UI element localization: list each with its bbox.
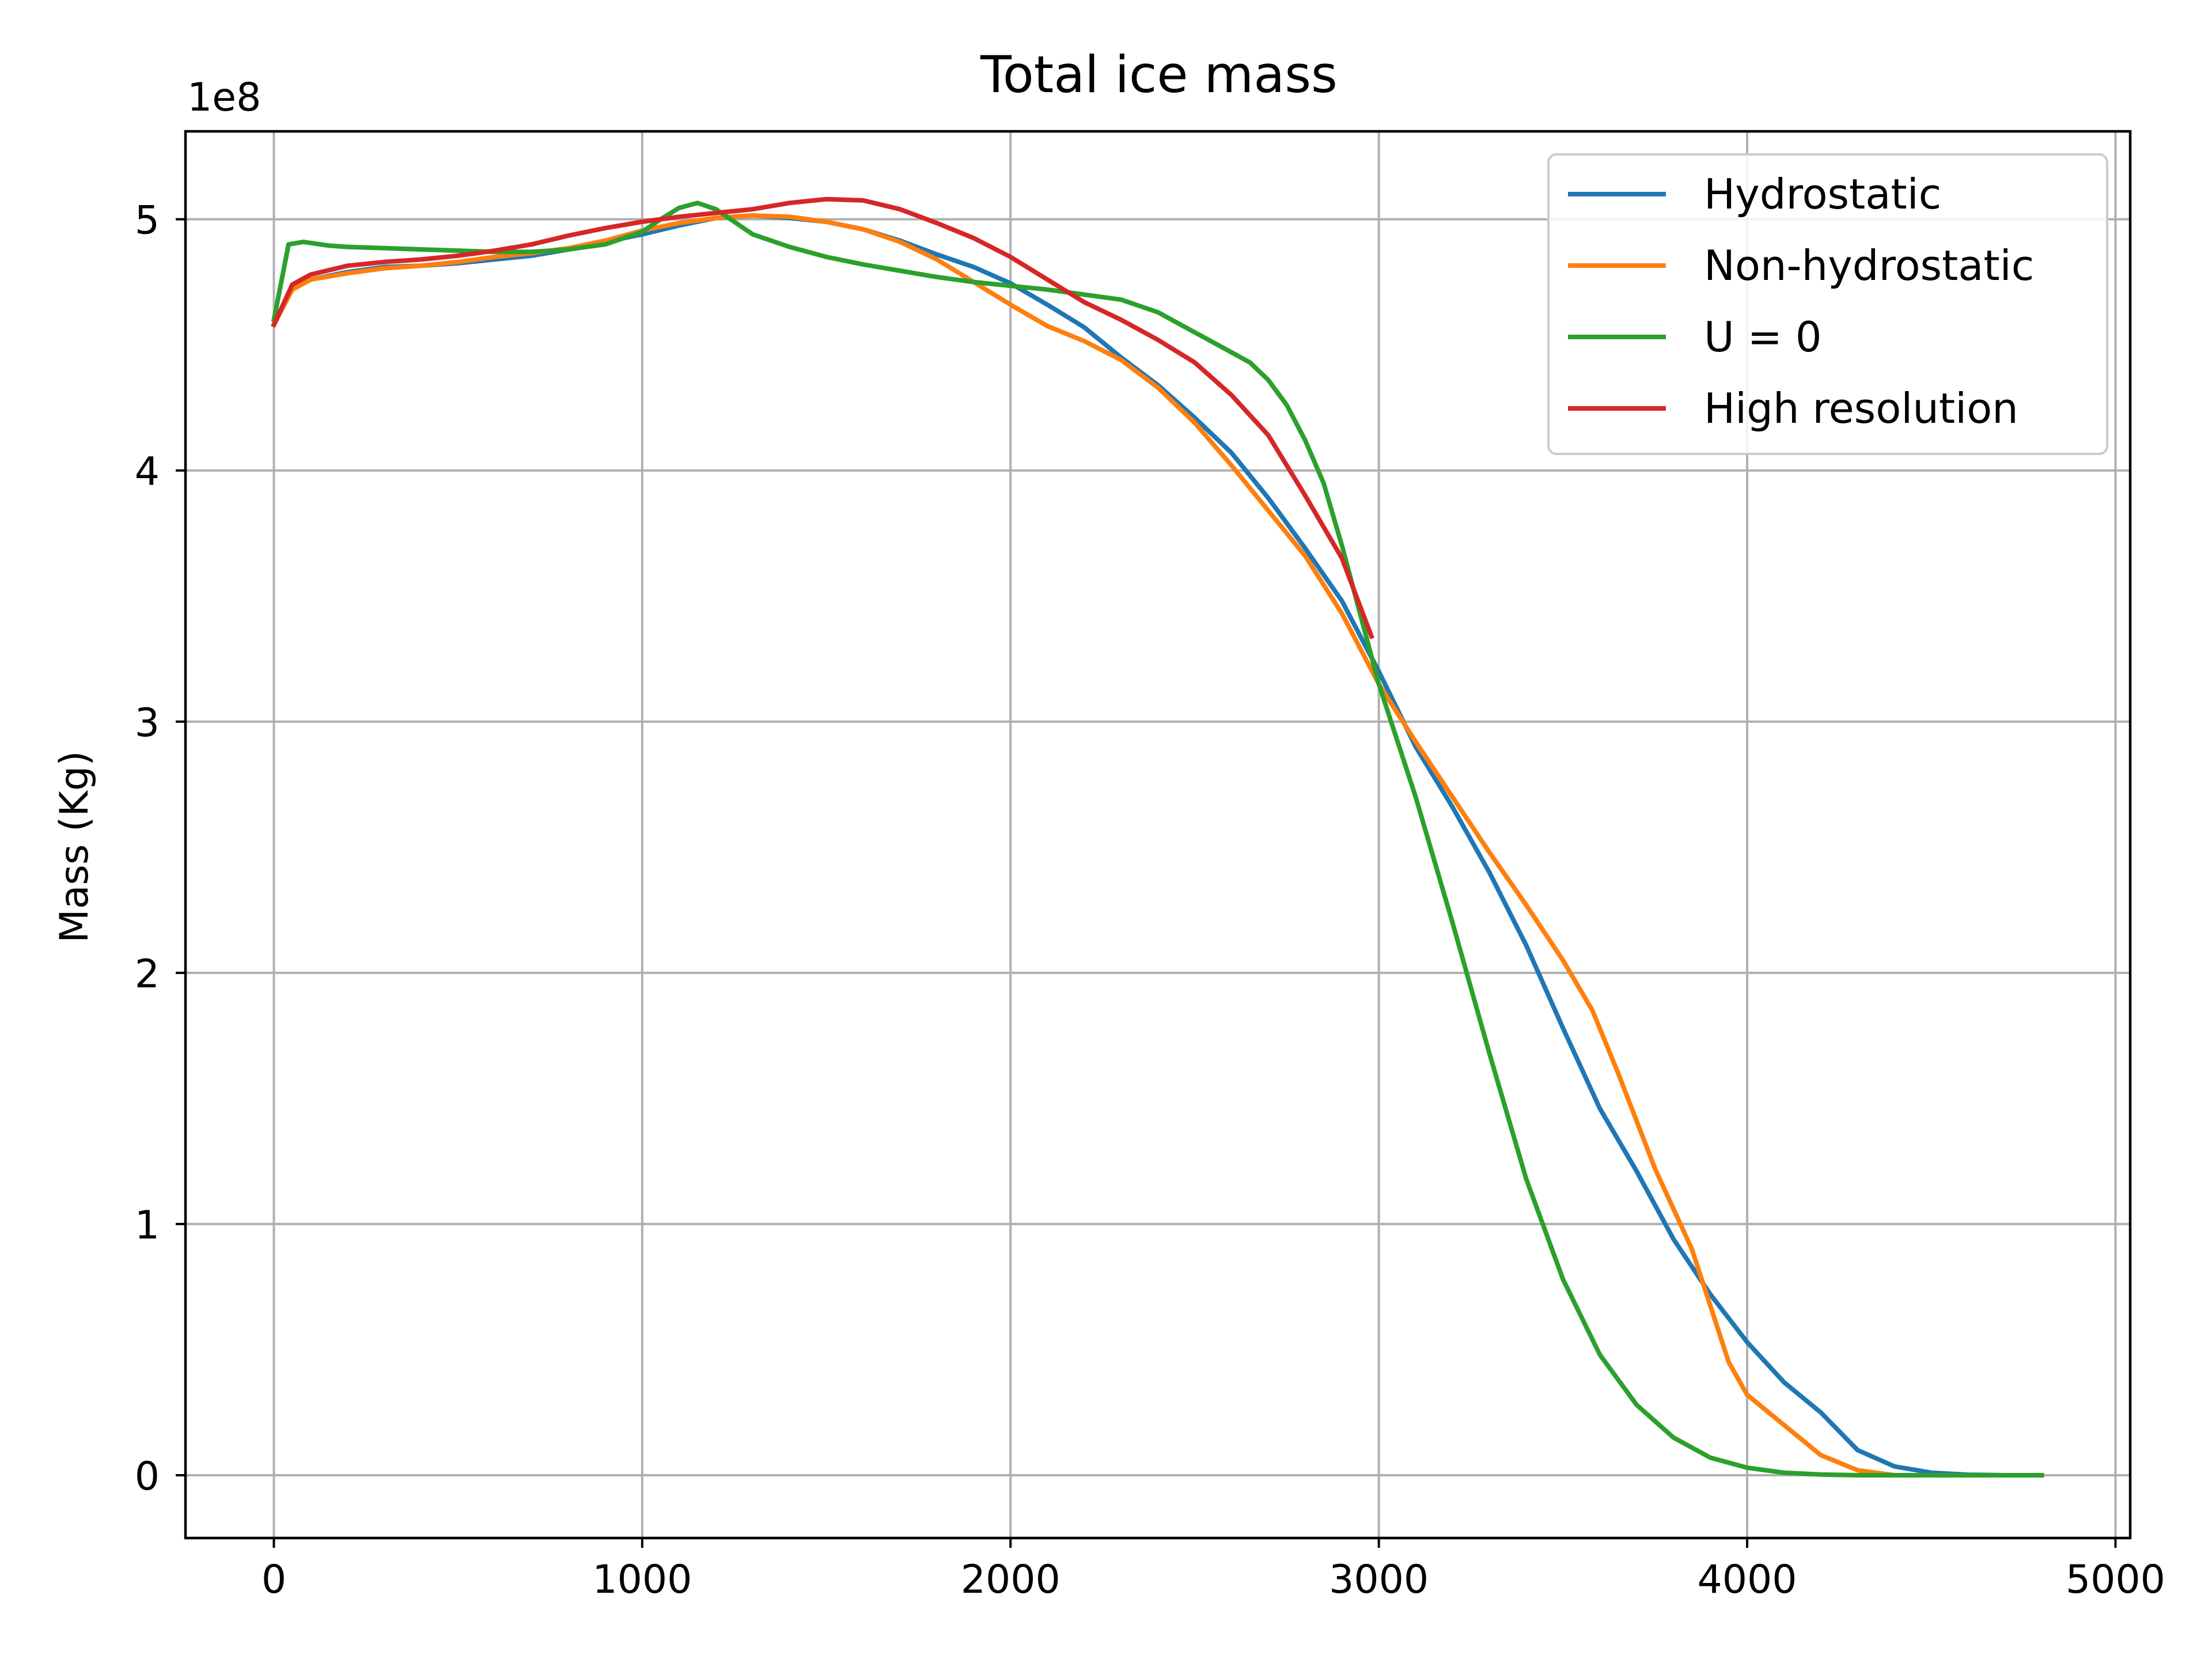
legend: Hydrostatic Non-hydrostatic U = 0 High r… — [1547, 153, 2108, 455]
plot-frame — [184, 130, 2132, 1540]
grid-lines — [185, 131, 2130, 1538]
legend-label: Non-hydrostatic — [1704, 241, 2034, 290]
x-tick-label: 4000 — [1697, 1557, 1797, 1603]
legend-box — [1547, 153, 2108, 455]
series-line — [271, 196, 1374, 639]
y-tick-label: 2 — [135, 952, 160, 997]
y-tick-label: 5 — [135, 198, 160, 244]
x-tick-label: 5000 — [2066, 1557, 2165, 1603]
y-tick-label: 1 — [135, 1203, 160, 1248]
series-line — [271, 200, 2044, 1478]
x-tick-label: 3000 — [1329, 1557, 1429, 1603]
chart-title: Total ice mass — [980, 45, 1338, 104]
x-tick-label: 2000 — [961, 1557, 1060, 1603]
series-lines — [271, 196, 2044, 1478]
y-tick-label: 3 — [135, 700, 160, 746]
axis-ticks: 0 1000 2000 3000 4000 5000 0 1 2 3 4 5 — [135, 198, 2165, 1603]
y-tick-label: 4 — [135, 449, 160, 495]
y-offset-label: 1e8 — [187, 75, 261, 120]
legend-label: U = 0 — [1704, 313, 1822, 361]
y-tick-label: 0 — [135, 1454, 160, 1499]
x-tick-label: 0 — [262, 1557, 286, 1603]
legend-label: High resolution — [1704, 384, 2018, 433]
legend-label: Hydrostatic — [1704, 170, 1941, 218]
x-tick-label: 1000 — [592, 1557, 692, 1603]
y-axis-label: Mass (Kg) — [52, 751, 97, 943]
